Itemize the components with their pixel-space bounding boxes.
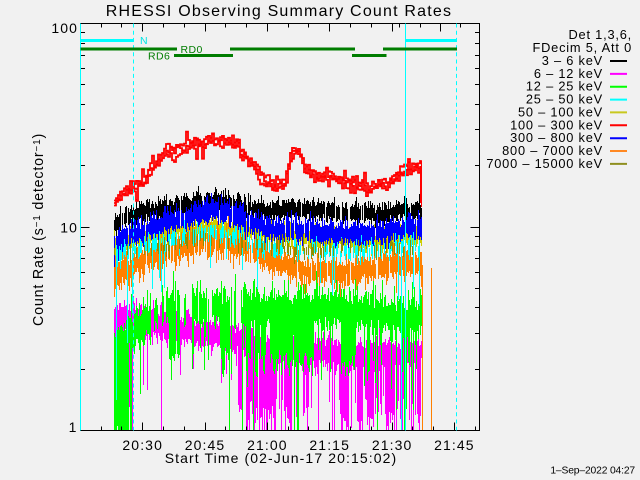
svg-text:Count Rate (s−1 detector−1): Count Rate (s−1 detector−1) — [31, 133, 47, 326]
svg-text:N: N — [140, 35, 148, 47]
svg-text:RD0: RD0 — [181, 44, 203, 56]
svg-text:Det 1,3,6,: Det 1,3,6, — [569, 27, 633, 42]
svg-text:20:45: 20:45 — [185, 437, 226, 453]
svg-text:21:30: 21:30 — [372, 437, 413, 453]
svg-text:RHESSI Observing Summary Count: RHESSI Observing Summary Count Rates — [106, 3, 452, 20]
svg-text:1–Sep–2022 04:27: 1–Sep–2022 04:27 — [550, 466, 635, 477]
svg-text:20:30: 20:30 — [122, 437, 163, 453]
svg-text:7000 – 15000 keV: 7000 – 15000 keV — [486, 156, 603, 171]
svg-text:300 – 800 keV: 300 – 800 keV — [510, 130, 603, 145]
svg-text:100: 100 — [51, 20, 78, 36]
svg-text:3 – 6 keV: 3 – 6 keV — [542, 53, 603, 68]
svg-text:12 – 25 keV: 12 – 25 keV — [526, 79, 603, 94]
svg-text:1: 1 — [69, 419, 78, 435]
svg-text:21:45: 21:45 — [434, 437, 475, 453]
svg-text:100 – 300 keV: 100 – 300 keV — [510, 117, 603, 132]
svg-text:RD6: RD6 — [148, 51, 170, 63]
svg-text:10: 10 — [60, 220, 78, 236]
svg-text:25 – 50 keV: 25 – 50 keV — [526, 92, 603, 107]
svg-text:800 – 7000 keV: 800 – 7000 keV — [502, 143, 603, 158]
svg-text:21:15: 21:15 — [309, 437, 350, 453]
svg-text:Start Time (02-Jun-17 20:15:02: Start Time (02-Jun-17 20:15:02) — [165, 450, 398, 466]
svg-text:6 – 12 keV: 6 – 12 keV — [534, 66, 603, 81]
svg-text:50 – 100 keV: 50 – 100 keV — [518, 104, 603, 119]
svg-text:21:00: 21:00 — [247, 437, 288, 453]
svg-text:FDecim 5, Att 0: FDecim 5, Att 0 — [533, 40, 632, 55]
